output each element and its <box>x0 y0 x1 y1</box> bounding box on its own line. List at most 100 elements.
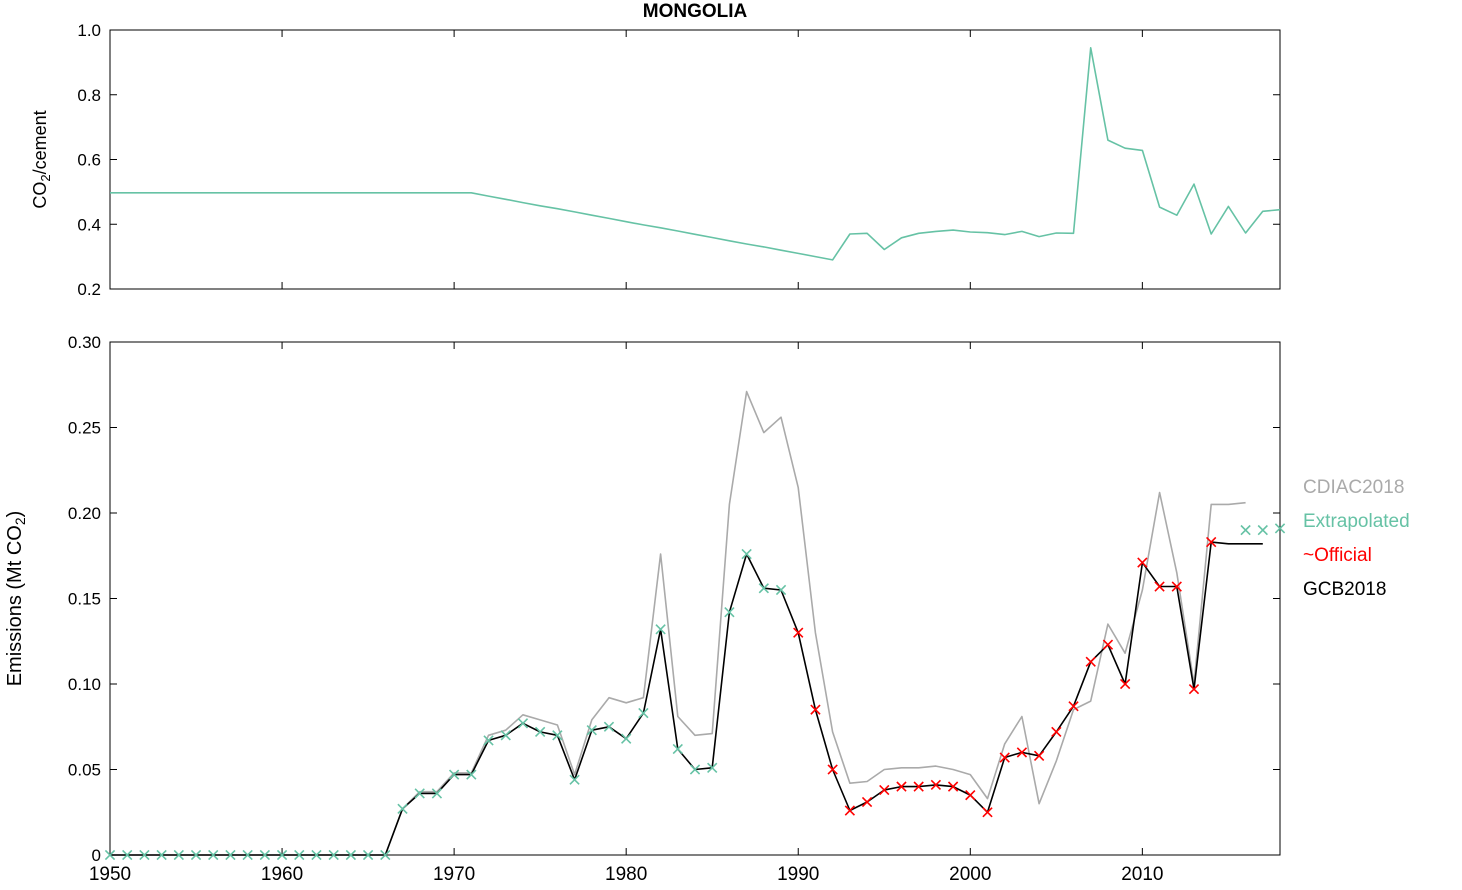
emissions-ylabel: Emissions (Mt CO2) <box>4 511 28 687</box>
marker-x <box>603 721 615 732</box>
x-tick-label: 1980 <box>605 864 647 885</box>
legend-item-extrapolated: Extrapolated <box>1303 511 1410 532</box>
marker-x <box>1171 581 1182 592</box>
marker-x <box>534 726 546 738</box>
marker-x <box>466 769 477 780</box>
marker-x <box>1033 750 1045 761</box>
marker-x <box>225 849 236 861</box>
marker-x <box>1051 726 1062 738</box>
cdiac2018-line <box>110 390 1246 856</box>
marker-x <box>448 769 460 780</box>
marker-x <box>156 849 167 861</box>
marker-x <box>724 607 735 618</box>
y-tick-label: 0.4 <box>77 215 101 234</box>
marker-x <box>1068 701 1079 712</box>
marker-x <box>431 788 443 799</box>
marker-x <box>621 733 632 744</box>
marker-x <box>707 762 718 773</box>
y-tick-label: 0.30 <box>68 333 101 352</box>
x-tick-label: 1950 <box>89 864 131 885</box>
marker-x <box>879 784 890 796</box>
y-tick-label: 0.6 <box>77 151 101 170</box>
marker-x <box>345 849 357 861</box>
y-tick-label: 1.0 <box>77 21 101 40</box>
marker-x <box>294 849 305 861</box>
marker-x <box>517 718 529 729</box>
x-tick-label: 1990 <box>777 864 819 885</box>
emissions-chart: 1950 1960 1970 1980 1990 2000 2010 0 0.05 0.10 0.1… <box>4 333 1286 885</box>
marker-x <box>775 584 787 596</box>
marker-x <box>982 807 993 818</box>
marker-x <box>311 849 322 861</box>
marker-x <box>1102 639 1114 650</box>
x-tick-label: 1960 <box>261 864 303 885</box>
marker-x <box>655 624 666 635</box>
marker-x <box>861 796 873 808</box>
x-tick-label: 2000 <box>949 864 991 885</box>
marker-x <box>569 774 580 785</box>
x-tick-label: 1970 <box>433 864 475 885</box>
co2-per-cement-line <box>110 47 1281 261</box>
marker-x <box>947 781 959 792</box>
marker-x <box>122 849 133 861</box>
co2-cement-ratio-axes-frame <box>109 29 1281 290</box>
marker-x <box>1274 523 1286 534</box>
marker-x <box>672 743 683 755</box>
legend-item-gcb2018: GCB2018 <box>1303 579 1387 600</box>
marker-x <box>1188 683 1200 695</box>
marker-x <box>896 781 907 792</box>
legend-item-official: ~Official <box>1303 545 1372 566</box>
marker-x <box>276 849 288 861</box>
marker-x <box>999 752 1010 763</box>
y-tick-label: 0.05 <box>68 761 101 780</box>
marker-x <box>1016 747 1028 758</box>
marker-x <box>380 849 391 861</box>
marker-x <box>190 849 202 861</box>
marker-x <box>1154 581 1165 592</box>
marker-x <box>1206 536 1217 548</box>
y-tick-label: 0 <box>92 846 101 865</box>
x-tick-label: 2010 <box>1121 864 1163 885</box>
marker-x <box>362 849 374 861</box>
marker-x <box>328 849 339 861</box>
marker-x <box>242 849 253 861</box>
marker-x <box>483 735 494 746</box>
marker-x <box>1137 557 1148 568</box>
y-tick-label: 0.8 <box>77 86 101 105</box>
marker-x <box>1257 524 1268 536</box>
page-title: MONGOLIA <box>642 1 748 22</box>
marker-x <box>793 627 804 638</box>
marker-x <box>414 788 425 799</box>
marker-x <box>827 764 838 775</box>
marker-x <box>758 583 769 594</box>
legend-item-cdiac2018: CDIAC2018 <box>1303 477 1405 498</box>
marker-x <box>741 548 752 560</box>
y-tick-label: 0.25 <box>68 419 101 438</box>
y-tick-label: 0.2 <box>77 280 101 299</box>
marker-x <box>500 730 511 741</box>
emissions-axes-frame <box>109 341 1281 856</box>
y-tick-label: 0.10 <box>68 675 101 694</box>
co2-cement-ratio-chart: 0.2 0.4 0.6 0.8 1.0 CO2/cement <box>30 21 1281 299</box>
marker-x <box>173 849 184 861</box>
legend: CDIAC2018 Extrapolated ~Official GCB2018 <box>1303 471 1410 607</box>
marker-x <box>965 789 976 801</box>
official-markers <box>793 536 1217 818</box>
marker-x <box>208 849 219 861</box>
marker-x <box>586 725 597 736</box>
marker-x <box>810 704 821 715</box>
marker-x <box>139 849 150 861</box>
y-tick-label: 0.15 <box>68 590 101 609</box>
gcb2018-line <box>110 541 1263 856</box>
marker-x <box>689 764 701 775</box>
marker-x <box>259 849 271 861</box>
marker-x <box>638 707 649 719</box>
marker-x <box>397 803 408 814</box>
marker-x <box>552 730 563 741</box>
marker-x <box>104 849 116 861</box>
marker-x <box>913 781 924 792</box>
extrapolated-markers <box>104 523 1286 861</box>
marker-x <box>1119 678 1131 690</box>
